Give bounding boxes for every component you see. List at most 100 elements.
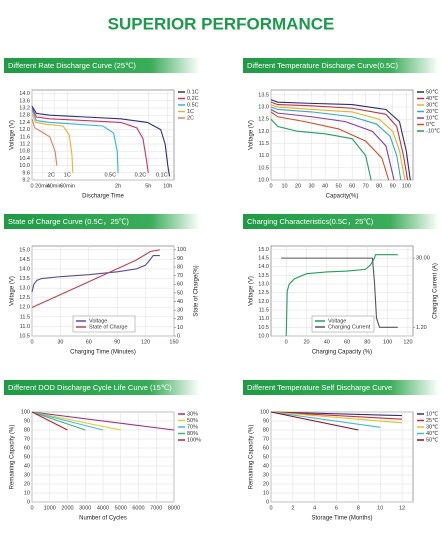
y-tick-label: 11.6 bbox=[20, 134, 30, 140]
legend-label: 30℃ bbox=[426, 102, 439, 108]
legend-label: 30℃ bbox=[426, 424, 439, 430]
panel-title: Charging Characteristics(0.5C，25℃) bbox=[247, 217, 374, 226]
y-tick-label: 12.5 bbox=[258, 117, 269, 123]
series-line bbox=[270, 118, 372, 181]
x-tick-label: 0 bbox=[30, 339, 33, 345]
x-tick-label: 4000 bbox=[97, 505, 109, 511]
y2-tick-label: 60 bbox=[177, 282, 183, 288]
panel-header bbox=[243, 214, 439, 229]
legend-label: -10℃ bbox=[426, 128, 441, 134]
y-tick-label: 10.4 bbox=[19, 156, 30, 162]
x-axis-label: Storage Time (Months) bbox=[311, 516, 372, 522]
y-tick-label: 13.5 bbox=[19, 276, 30, 282]
y-tick-label: 13.5 bbox=[258, 273, 269, 279]
legend-label: 40℃ bbox=[426, 96, 439, 102]
y-tick-label: 12.0 bbox=[258, 129, 269, 135]
legend-label: 70% bbox=[187, 424, 198, 430]
y-axis-label: Remaining Capacity (%) bbox=[10, 425, 16, 490]
y-tick-label: 50 bbox=[263, 454, 269, 460]
y-tick-label: 12.4 bbox=[19, 120, 30, 126]
y-tick-label: 13.0 bbox=[258, 282, 269, 288]
plot-area bbox=[31, 89, 175, 181]
y2-tick-label: 10 bbox=[177, 325, 183, 331]
legend-label: Voltage bbox=[328, 318, 346, 324]
y-tick-label: 100 bbox=[260, 409, 269, 415]
panel-title: Different Temperature Discharge Curve(0.… bbox=[247, 61, 399, 70]
x-tick-label: 0 bbox=[30, 505, 33, 511]
x-tick-label: 40 bbox=[322, 183, 328, 189]
x-tick-label: 20 bbox=[303, 339, 309, 345]
y-tick-label: 80 bbox=[263, 427, 269, 433]
series-line bbox=[270, 104, 406, 181]
y2-tick-label: 30.00 bbox=[416, 256, 430, 262]
y-tick-label: 0 bbox=[27, 499, 30, 505]
y-tick-label: 11.5 bbox=[20, 314, 30, 320]
x-tick-label: 2h bbox=[115, 183, 121, 189]
y2-tick-label: 1.20 bbox=[416, 325, 427, 331]
y-tick-label: 12.0 bbox=[19, 127, 30, 133]
y-tick-label: 9.6 bbox=[22, 170, 30, 176]
x-tick-label: 60 bbox=[349, 183, 355, 189]
x-tick-label: 150 bbox=[169, 339, 178, 345]
series-line bbox=[285, 254, 398, 337]
y-tick-label: 15.0 bbox=[258, 247, 269, 253]
series-line bbox=[31, 109, 119, 173]
legend-label: 30% bbox=[187, 411, 198, 417]
y-tick-label: 10.5 bbox=[258, 165, 269, 171]
legend-box bbox=[311, 315, 375, 333]
curve-label: 0.2C bbox=[135, 172, 147, 178]
y-tick-label: 12.5 bbox=[19, 295, 30, 301]
y2-tick-label: 70 bbox=[177, 273, 183, 279]
x-tick-label: 100 bbox=[383, 339, 392, 345]
y-tick-label: 40 bbox=[24, 463, 30, 469]
series-line bbox=[31, 118, 58, 166]
legend-label: 50% bbox=[187, 418, 198, 424]
y2-tick-label: 100 bbox=[177, 247, 186, 253]
y-tick-label: 13.0 bbox=[258, 104, 269, 110]
x-tick-label: 8000 bbox=[168, 505, 180, 511]
series-line bbox=[270, 108, 395, 181]
x-tick-label: 40 bbox=[324, 339, 330, 345]
series-line bbox=[270, 411, 403, 424]
y2-tick-label: 0 bbox=[177, 333, 180, 339]
x-tick-label: 120 bbox=[141, 339, 150, 345]
y-tick-label: 15.0 bbox=[19, 247, 30, 253]
series-line bbox=[31, 255, 160, 293]
legend-label: Voltage bbox=[89, 318, 107, 324]
series-line bbox=[31, 411, 175, 431]
series-line bbox=[31, 411, 68, 431]
legend-label: 0.5C bbox=[187, 102, 199, 108]
y-axis-label: Remaining Capacity (%) bbox=[249, 425, 255, 490]
x-tick-label: 100 bbox=[402, 183, 411, 189]
legend-label: Charging Current bbox=[328, 324, 371, 330]
y-tick-label: 12.8 bbox=[19, 113, 30, 119]
y-tick-label: 40 bbox=[263, 463, 269, 469]
plot-area bbox=[270, 89, 414, 181]
y-tick-label: 13.0 bbox=[19, 286, 30, 292]
y2-tick-label: 50 bbox=[177, 290, 183, 296]
series-line bbox=[31, 411, 121, 431]
x-tick-label: 7000 bbox=[150, 505, 162, 511]
y-axis-label: Voltage (V) bbox=[10, 120, 16, 150]
x-axis-label: Charging Capacity (%) bbox=[312, 350, 372, 356]
legend-label: 25℃ bbox=[426, 418, 439, 424]
legend-label: 50℃ bbox=[426, 437, 439, 443]
series-line bbox=[270, 106, 402, 181]
x-tick-label: 3000 bbox=[79, 505, 91, 511]
panel-header bbox=[243, 58, 439, 73]
legend-label: 10℃ bbox=[426, 411, 439, 417]
x-tick-label: 60min bbox=[60, 183, 75, 189]
x-tick-label: 80 bbox=[364, 339, 370, 345]
y-tick-label: 13.2 bbox=[19, 105, 30, 111]
y2-tick-label: 90 bbox=[177, 256, 183, 262]
y2-tick-label: 80 bbox=[177, 264, 183, 270]
legend-label: 20℃ bbox=[426, 109, 439, 115]
y2-tick-label: 20 bbox=[177, 316, 183, 322]
y-tick-label: 60 bbox=[263, 445, 269, 451]
y-tick-label: 90 bbox=[263, 418, 269, 424]
y-tick-label: 11.0 bbox=[20, 324, 30, 330]
series-line bbox=[31, 113, 74, 173]
x-tick-label: 50 bbox=[336, 183, 342, 189]
series-line bbox=[31, 105, 171, 177]
x-tick-label: 6000 bbox=[132, 505, 144, 511]
